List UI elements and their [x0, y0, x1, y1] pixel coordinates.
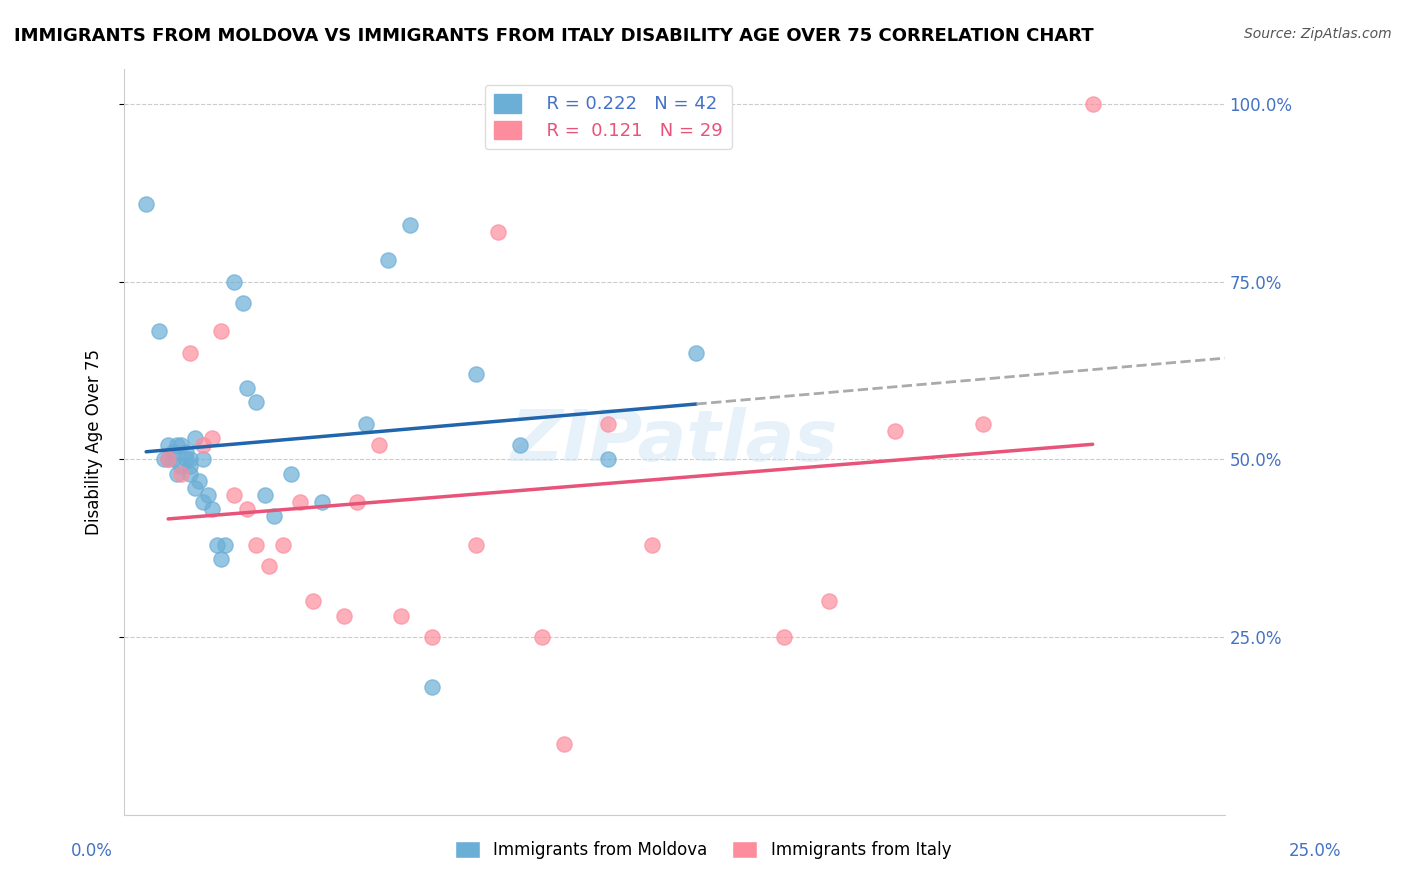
Point	[148, 325, 170, 339]
Point	[201, 502, 224, 516]
Point	[817, 594, 839, 608]
Point	[183, 431, 205, 445]
Point	[193, 438, 215, 452]
Point	[179, 452, 201, 467]
Point	[263, 509, 285, 524]
Point	[201, 431, 224, 445]
Point	[205, 537, 228, 551]
Point	[598, 417, 620, 431]
Point	[280, 467, 302, 481]
Point	[641, 537, 664, 551]
Point	[420, 680, 443, 694]
Point	[193, 452, 215, 467]
Point	[224, 275, 246, 289]
Point	[224, 488, 246, 502]
Point	[354, 417, 377, 431]
Point	[157, 452, 180, 467]
Point	[685, 345, 707, 359]
Point	[162, 445, 184, 459]
Point	[245, 537, 267, 551]
Point	[166, 467, 188, 481]
Point	[170, 467, 193, 481]
Point	[232, 296, 254, 310]
Point	[333, 608, 356, 623]
Point	[399, 218, 422, 232]
Point	[465, 537, 488, 551]
Legend:   R = 0.222   N = 42,   R =  0.121   N = 29: R = 0.222 N = 42, R = 0.121 N = 29	[485, 85, 733, 149]
Point	[179, 345, 201, 359]
Text: Source: ZipAtlas.com: Source: ZipAtlas.com	[1244, 27, 1392, 41]
Point	[135, 196, 157, 211]
Point	[188, 474, 211, 488]
Point	[253, 488, 276, 502]
Y-axis label: Disability Age Over 75: Disability Age Over 75	[86, 349, 103, 534]
Point	[972, 417, 994, 431]
Point	[553, 737, 575, 751]
Text: 25.0%: 25.0%	[1288, 842, 1341, 860]
Point	[290, 495, 312, 509]
Point	[166, 438, 188, 452]
Point	[302, 594, 325, 608]
Point	[420, 630, 443, 644]
Point	[152, 452, 174, 467]
Point	[465, 367, 488, 381]
Text: 0.0%: 0.0%	[70, 842, 112, 860]
Text: ZIPatlas: ZIPatlas	[510, 407, 838, 476]
Point	[311, 495, 333, 509]
Point	[245, 395, 267, 409]
Point	[598, 452, 620, 467]
Point	[391, 608, 413, 623]
Point	[377, 253, 399, 268]
Legend: Immigrants from Moldova, Immigrants from Italy: Immigrants from Moldova, Immigrants from…	[449, 834, 957, 866]
Point	[157, 438, 180, 452]
Point	[157, 452, 180, 467]
Point	[179, 459, 201, 474]
Point	[486, 225, 509, 239]
Point	[183, 481, 205, 495]
Point	[509, 438, 531, 452]
Point	[346, 495, 368, 509]
Point	[193, 495, 215, 509]
Text: IMMIGRANTS FROM MOLDOVA VS IMMIGRANTS FROM ITALY DISABILITY AGE OVER 75 CORRELAT: IMMIGRANTS FROM MOLDOVA VS IMMIGRANTS FR…	[14, 27, 1094, 45]
Point	[179, 467, 201, 481]
Point	[174, 452, 197, 467]
Point	[236, 502, 259, 516]
Point	[174, 445, 197, 459]
Point	[209, 325, 232, 339]
Point	[1081, 97, 1104, 112]
Point	[271, 537, 294, 551]
Point	[259, 558, 281, 573]
Point	[197, 488, 219, 502]
Point	[209, 551, 232, 566]
Point	[170, 459, 193, 474]
Point	[236, 381, 259, 395]
Point	[773, 630, 796, 644]
Point	[531, 630, 554, 644]
Point	[170, 438, 193, 452]
Point	[162, 452, 184, 467]
Point	[883, 424, 905, 438]
Point	[214, 537, 236, 551]
Point	[368, 438, 391, 452]
